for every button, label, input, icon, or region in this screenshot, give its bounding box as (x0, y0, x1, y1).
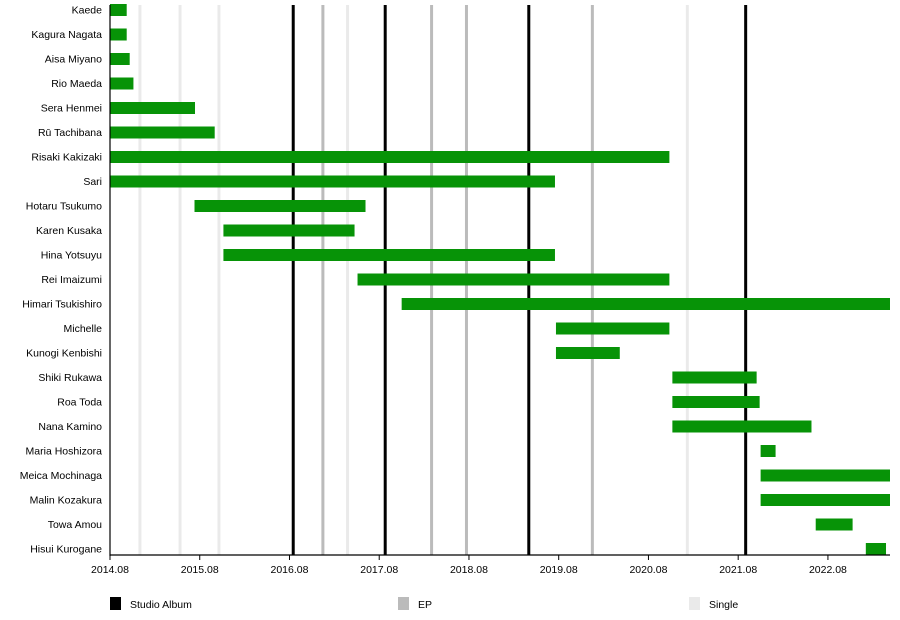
member-name-label: Kaede (72, 5, 103, 17)
x-tick-label: 2017.08 (360, 564, 398, 576)
member-name-label: Kunogi Kenbishi (26, 348, 102, 360)
member-bar (760, 494, 890, 506)
member-name-label: Rio Maeda (51, 78, 102, 90)
x-tick-label: 2014.08 (91, 564, 129, 576)
legend: Studio Album EP Single (110, 597, 738, 611)
member-name-label: Michelle (63, 323, 102, 335)
member-bar (555, 347, 620, 359)
member-name-label: Hina Yotsuyu (41, 250, 102, 262)
member-name-label: Kagura Nagata (31, 29, 102, 41)
member-bar (110, 151, 670, 163)
member-bar (110, 77, 134, 90)
member-name-label: Rei Imaizumi (41, 274, 102, 286)
member-bar (110, 126, 215, 139)
member-bar (815, 518, 853, 531)
x-tick-label: 2016.08 (270, 564, 308, 576)
member-name-label: Shiki Rukawa (38, 372, 102, 384)
member-bar (672, 371, 757, 384)
member-name-label: Nana Kamino (38, 421, 102, 433)
member-name-label: Hisui Kurogane (30, 544, 102, 556)
member-name-label: Risaki Kakizaki (31, 152, 102, 164)
release-lines (138, 5, 748, 555)
member-labels: Kaede Kagura Nagata Aisa Miyano Rio Maeda Se… (20, 5, 102, 556)
x-tick-label: 2018.08 (450, 564, 488, 576)
x-tick-label: 2020.08 (629, 564, 667, 576)
member-name-label: Sera Henmei (41, 103, 102, 115)
member-bar (672, 396, 760, 408)
legend-swatch-ep (398, 597, 409, 610)
member-bar (223, 249, 555, 261)
member-name-label: Towa Amou (48, 519, 102, 531)
member-bar (672, 420, 812, 433)
legend-label: Single (709, 599, 738, 611)
member-name-label: Roa Toda (57, 397, 102, 409)
member-name-label: Himari Tsukishiro (22, 299, 102, 311)
member-name-label: Hotaru Tsukumo (26, 201, 102, 213)
member-bar (760, 469, 890, 482)
member-bar (110, 102, 196, 114)
member-name-label: Maria Hoshizora (26, 446, 103, 458)
member-bar (194, 200, 366, 212)
x-axis: 2014.08 2015.08 2016.08 2017.08 2018.08 2019.… (91, 5, 890, 576)
member-name-label: Rū Tachibana (38, 127, 102, 139)
member-name-label: Aisa Miyano (45, 54, 102, 66)
member-bar (555, 322, 670, 335)
member-bar (760, 445, 776, 457)
member-bar (110, 53, 130, 65)
member-bar (110, 4, 127, 16)
legend-label: EP (418, 599, 432, 611)
legend-label: Studio Album (130, 599, 192, 611)
x-tick-label: 2022.08 (809, 564, 847, 576)
member-name-label: Sari (83, 176, 102, 188)
x-tick-label: 2021.08 (719, 564, 757, 576)
member-bar (110, 28, 127, 41)
x-tick-label: 2019.08 (540, 564, 578, 576)
member-name-label: Meica Mochinaga (20, 470, 102, 482)
member-bars (110, 4, 890, 555)
member-bar (110, 175, 555, 188)
member-name-label: Karen Kusaka (36, 225, 102, 237)
member-bar (401, 298, 890, 310)
member-bar (865, 543, 887, 555)
member-bar (357, 273, 670, 286)
member-name-label: Malin Kozakura (30, 495, 103, 507)
member-bar (223, 224, 355, 237)
x-tick-label: 2015.08 (181, 564, 219, 576)
legend-swatch-studio-album (110, 597, 121, 610)
legend-swatch-single (689, 597, 700, 610)
